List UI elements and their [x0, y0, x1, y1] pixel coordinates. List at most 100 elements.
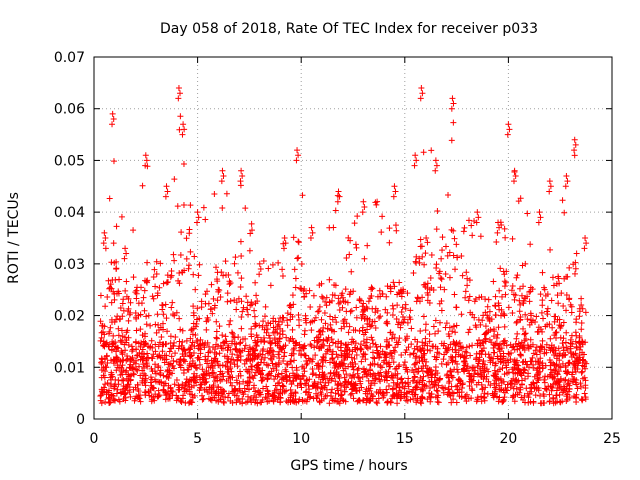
data-point — [245, 348, 252, 355]
data-point — [309, 318, 316, 325]
data-point — [218, 376, 225, 383]
data-point — [245, 386, 252, 393]
data-point-peak — [564, 178, 571, 185]
data-point — [274, 340, 281, 347]
data-point — [435, 382, 442, 389]
data-point — [309, 371, 316, 378]
data-point — [196, 261, 203, 268]
data-point — [497, 375, 504, 382]
data-point — [165, 361, 172, 368]
data-point — [387, 283, 394, 290]
data-point — [183, 255, 190, 262]
data-point — [490, 394, 497, 401]
data-point — [448, 137, 455, 144]
data-point — [546, 391, 553, 398]
data-point-peak — [572, 141, 579, 148]
data-point — [110, 240, 117, 247]
data-point — [260, 318, 267, 325]
data-point — [301, 331, 308, 338]
data-point — [446, 274, 453, 281]
data-point — [210, 374, 217, 381]
data-point — [486, 336, 493, 343]
data-point — [204, 314, 211, 321]
data-point — [130, 386, 137, 393]
data-point — [133, 366, 140, 373]
data-point — [501, 225, 508, 232]
data-point — [374, 400, 381, 407]
data-point — [299, 363, 306, 370]
data-point — [113, 367, 120, 374]
data-point — [159, 341, 166, 348]
data-point — [140, 365, 147, 372]
data-point — [205, 395, 212, 402]
data-point — [342, 365, 349, 372]
data-point — [222, 394, 229, 401]
data-point-peak — [162, 193, 169, 200]
data-point — [353, 314, 360, 321]
data-point — [331, 372, 338, 379]
data-point — [557, 334, 564, 341]
data-point — [311, 337, 318, 344]
data-point-peak — [164, 188, 171, 195]
data-point — [320, 395, 327, 402]
data-point — [210, 382, 217, 389]
data-point — [564, 273, 571, 280]
data-point — [335, 300, 342, 307]
data-point — [233, 377, 240, 384]
data-point — [403, 346, 410, 353]
data-point — [529, 354, 536, 361]
data-point — [287, 386, 294, 393]
x-tick-label: 15 — [396, 431, 414, 447]
data-point — [190, 303, 197, 310]
data-point — [500, 268, 507, 275]
data-point — [170, 251, 177, 258]
data-point — [349, 359, 356, 366]
data-point — [529, 341, 536, 348]
data-point — [578, 326, 585, 333]
data-point — [132, 360, 139, 367]
data-point — [292, 339, 299, 346]
data-point — [202, 340, 209, 347]
data-point — [428, 378, 435, 385]
data-point — [267, 338, 274, 345]
data-point — [461, 224, 468, 231]
data-point — [265, 391, 272, 398]
data-point — [464, 282, 471, 289]
data-point — [324, 338, 331, 345]
data-point — [364, 242, 371, 249]
data-point — [320, 372, 327, 379]
data-point — [496, 394, 503, 401]
data-point — [572, 379, 579, 386]
data-point-peak — [417, 95, 424, 102]
data-point — [311, 382, 318, 389]
data-point — [242, 388, 249, 395]
data-point — [532, 358, 539, 365]
data-point — [310, 370, 317, 377]
data-point — [198, 298, 205, 305]
data-point — [316, 282, 323, 289]
data-point — [148, 398, 155, 405]
data-point — [319, 363, 326, 370]
data-point — [373, 399, 380, 406]
data-point — [439, 234, 446, 241]
data-point — [383, 386, 390, 393]
data-point — [229, 374, 236, 381]
data-point — [232, 254, 239, 261]
data-point — [469, 232, 476, 239]
data-point — [102, 303, 109, 310]
data-point — [477, 233, 484, 240]
data-point — [289, 326, 296, 333]
data-point — [535, 361, 542, 368]
data-point — [520, 300, 527, 307]
data-point — [310, 292, 317, 299]
data-point — [177, 362, 184, 369]
data-point — [211, 191, 218, 198]
data-point — [123, 367, 130, 374]
data-point — [517, 351, 524, 358]
data-point — [244, 377, 251, 384]
data-point-peak — [142, 162, 149, 169]
chart-title: Day 058 of 2018, Rate Of TEC Index for r… — [160, 21, 538, 37]
data-point — [459, 272, 466, 279]
data-point — [202, 291, 209, 298]
data-point-peak — [535, 219, 542, 226]
